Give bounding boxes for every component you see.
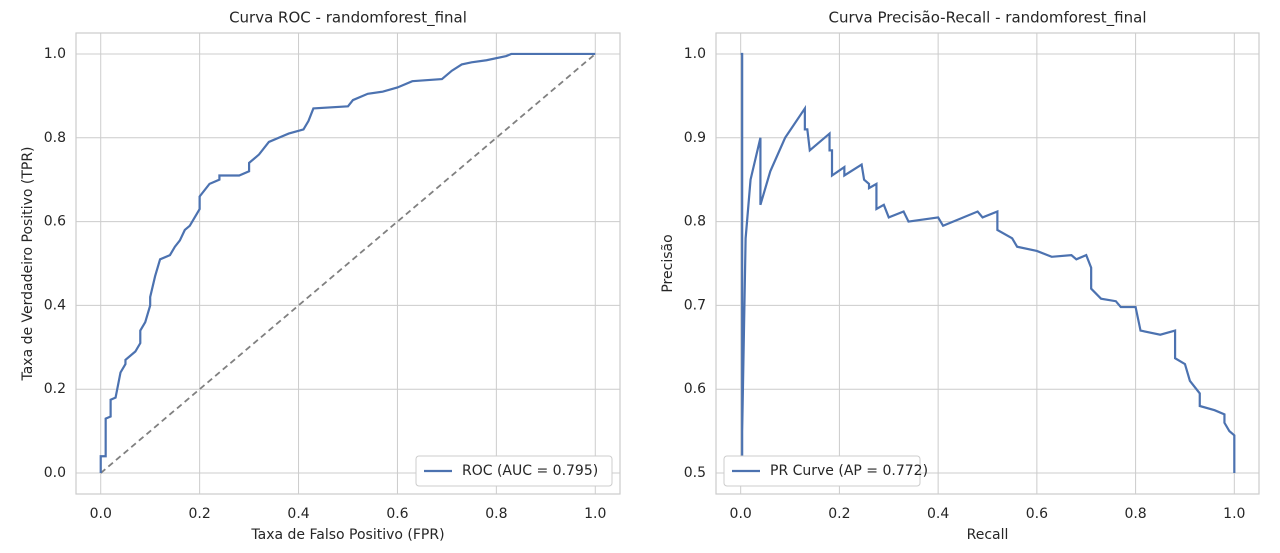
x-tick-label: 0.0 <box>90 506 112 522</box>
x-tick-label: 0.0 <box>730 506 752 522</box>
y-tick-label: 0.4 <box>44 297 66 313</box>
legend-label: ROC (AUC = 0.795) <box>462 463 598 479</box>
x-tick-label: 0.6 <box>1026 506 1048 522</box>
y-tick-label: 0.8 <box>684 214 706 230</box>
x-axis-label: Recall <box>967 527 1009 543</box>
line <box>740 52 1236 474</box>
x-tick-label: 0.4 <box>287 506 309 522</box>
y-tick-label: 1.0 <box>44 46 66 62</box>
x-tick-label: 0.8 <box>1124 506 1146 522</box>
line <box>99 52 596 474</box>
y-axis-label: Taxa de Verdadeiro Positivo (TPR) <box>20 146 36 381</box>
x-tick-label: 0.6 <box>386 506 408 522</box>
y-tick-label: 0.5 <box>684 465 706 481</box>
y-tick-label: 0.2 <box>44 381 66 397</box>
y-tick-label: 0.8 <box>44 130 66 146</box>
x-axis-label: Taxa de Falso Positivo (FPR) <box>250 527 444 543</box>
x-tick-label: 0.2 <box>828 506 850 522</box>
chart-title: Curva Precisão-Recall - randomforest_fin… <box>828 9 1146 28</box>
y-tick-label: 0.6 <box>44 214 66 230</box>
y-tick-label: 1.0 <box>684 46 706 62</box>
legend: ROC (AUC = 0.795) <box>415 455 613 487</box>
reference-line <box>100 53 596 474</box>
y-axis-label: Precisão <box>660 234 676 292</box>
plot-frame <box>715 32 1260 495</box>
x-tick-label: 0.8 <box>485 506 507 522</box>
x-tick-label: 1.0 <box>1223 506 1245 522</box>
x-tick-label: 0.4 <box>927 506 949 522</box>
legend-label: PR Curve (AP = 0.772) <box>770 463 928 479</box>
legend: PR Curve (AP = 0.772) <box>723 455 928 487</box>
chart-title: Curva ROC - randomforest_final <box>229 9 467 28</box>
legend-box <box>415 455 613 487</box>
legend-box <box>723 455 921 487</box>
plot-frame <box>75 32 621 495</box>
x-tick-label: 0.2 <box>189 506 211 522</box>
y-tick-label: 0.0 <box>44 465 66 481</box>
y-tick-label: 0.6 <box>684 381 706 397</box>
y-tick-label: 0.7 <box>684 297 706 313</box>
y-tick-label: 0.9 <box>684 130 706 146</box>
x-tick-label: 1.0 <box>584 506 606 522</box>
